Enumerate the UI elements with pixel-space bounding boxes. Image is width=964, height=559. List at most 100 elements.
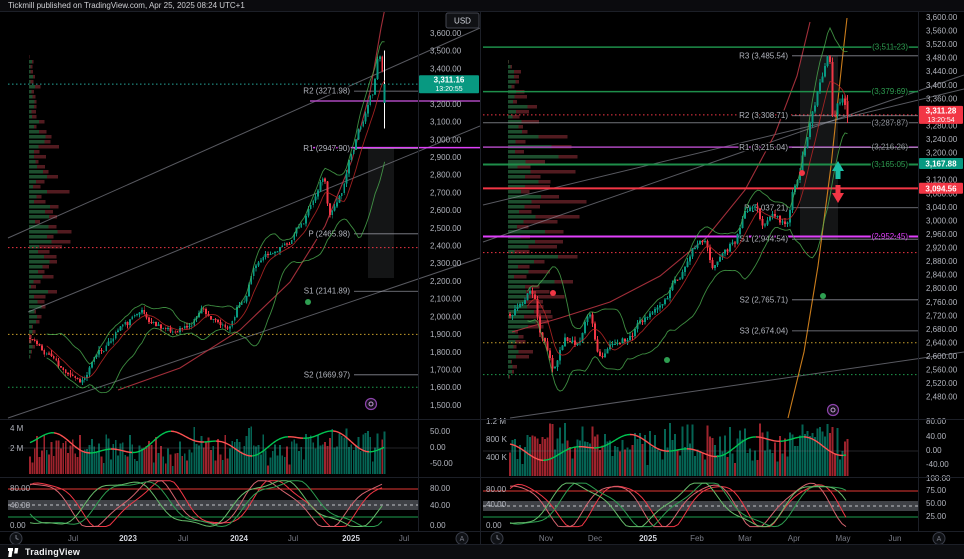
candle-body <box>150 321 153 323</box>
candle-body <box>57 360 60 366</box>
indicator-badge-icon[interactable] <box>364 397 378 411</box>
volume-ma-line <box>830 451 835 455</box>
level-label: (3,287.87) <box>872 118 909 127</box>
candle-body <box>245 296 248 302</box>
candle-body <box>148 317 150 322</box>
profile-bar <box>29 280 41 284</box>
volume-ma-line <box>533 456 538 460</box>
axis-tick-label: 2,480.00 <box>926 393 958 402</box>
profile-bar <box>29 130 40 134</box>
time-axis-label[interactable]: 2023 <box>119 534 137 543</box>
time-axis-label[interactable]: Jul <box>68 534 78 543</box>
volume-ma-line <box>53 432 58 435</box>
volume-ma-line <box>47 432 52 435</box>
axis-tick-label: 3,440.00 <box>926 67 958 76</box>
candle-body <box>621 338 624 344</box>
profile-bar <box>508 95 515 99</box>
time-axis-label[interactable]: Jul <box>399 534 409 543</box>
candle-body <box>114 332 117 339</box>
currency-button-label[interactable]: USD <box>454 17 471 26</box>
candle-body <box>152 322 155 324</box>
volume-bar <box>93 446 96 474</box>
auto-scale-label[interactable]: A <box>460 536 465 543</box>
chart-plot-area[interactable] <box>483 12 918 418</box>
arrow-down-icon <box>832 193 844 203</box>
candle-body <box>202 308 205 310</box>
profile-bar <box>29 310 35 314</box>
candle-body <box>694 247 696 249</box>
time-axis-label[interactable]: 2025 <box>342 534 360 543</box>
time-axis-label[interactable]: Dec <box>588 534 602 543</box>
auto-scale-label[interactable]: A <box>937 536 942 543</box>
axis-tick-label: 2,960.00 <box>926 230 958 239</box>
volume-bar <box>699 452 701 476</box>
time-axis-label[interactable]: 2025 <box>639 534 657 543</box>
profile-bar <box>508 170 531 174</box>
price-scale[interactable] <box>419 12 465 532</box>
candle-body <box>193 319 196 326</box>
volume-ma-line <box>68 440 73 445</box>
time-axis-label[interactable]: Jul <box>288 534 298 543</box>
candle-body <box>724 249 726 254</box>
profile-bar <box>29 315 38 319</box>
clock-icon <box>496 538 500 540</box>
volume-bar <box>174 453 177 474</box>
volume-bar <box>267 465 269 474</box>
pivot-label: P (3,037.21) <box>744 203 788 212</box>
time-axis-label[interactable]: May <box>835 534 850 543</box>
time-axis-label[interactable]: Jul <box>178 534 188 543</box>
time-axis-label[interactable]: 2024 <box>230 534 248 543</box>
volume-bar <box>369 436 372 474</box>
time-axis-label[interactable]: Feb <box>690 534 704 543</box>
axis-tick-label: 2,400.00 <box>430 242 462 251</box>
candle-body <box>43 350 46 355</box>
daily-chart: (3,511.23) (3,379.69) (3,287.87) (3,216.26)… <box>482 12 964 545</box>
candle-body <box>157 324 160 326</box>
volume-ma-line <box>770 439 775 442</box>
volume-bar <box>321 444 324 474</box>
volume-ma-line <box>560 450 565 454</box>
volume-ma-line <box>275 438 280 442</box>
publisher-header: Tickmill published on TradingView.com, A… <box>0 0 964 11</box>
volume-ma-line <box>278 437 283 440</box>
volume-bar <box>509 452 511 476</box>
time-axis-label[interactable]: Mar <box>738 534 752 543</box>
chart-plot-area[interactable] <box>8 12 418 418</box>
volume-bar <box>110 459 112 474</box>
profile-bar <box>29 200 35 204</box>
time-axis-label[interactable]: Nov <box>539 534 553 543</box>
tradingview-brand[interactable]: TradingView <box>25 547 81 557</box>
currency-button[interactable] <box>445 12 480 29</box>
volume-bar <box>83 449 86 474</box>
volume-ma-line <box>83 451 88 454</box>
volume-bar <box>307 438 310 474</box>
volume-axis-label: -50.00 <box>430 459 453 468</box>
time-axis-label[interactable]: Jun <box>889 534 902 543</box>
volume-ma-line <box>632 434 637 437</box>
volume-bar <box>198 445 200 474</box>
candle-body <box>190 325 193 327</box>
volume-bar <box>271 451 274 474</box>
volume-ma-line <box>692 448 697 451</box>
volume-ma-line <box>41 433 46 437</box>
indicator-badge-icon[interactable] <box>826 403 840 417</box>
candle-body <box>631 336 634 337</box>
candle-body <box>789 210 791 223</box>
time-axis-label[interactable]: Apr <box>788 534 801 543</box>
volume-bar <box>200 435 203 474</box>
price-scale[interactable] <box>919 12 964 532</box>
pivot-label: R2 (3271.98) <box>303 87 350 96</box>
candle-body <box>786 222 789 224</box>
oscillator-line <box>509 482 847 528</box>
volume-ma-line <box>179 432 184 436</box>
volume-ma-line <box>797 436 802 439</box>
volume-bar <box>79 435 81 474</box>
volume-ma-line <box>266 444 271 449</box>
band-lower <box>46 161 386 394</box>
profile-bar <box>29 200 46 204</box>
volume-ma-line <box>32 438 37 442</box>
profile-bar <box>29 110 37 114</box>
volume-bar <box>343 437 346 474</box>
